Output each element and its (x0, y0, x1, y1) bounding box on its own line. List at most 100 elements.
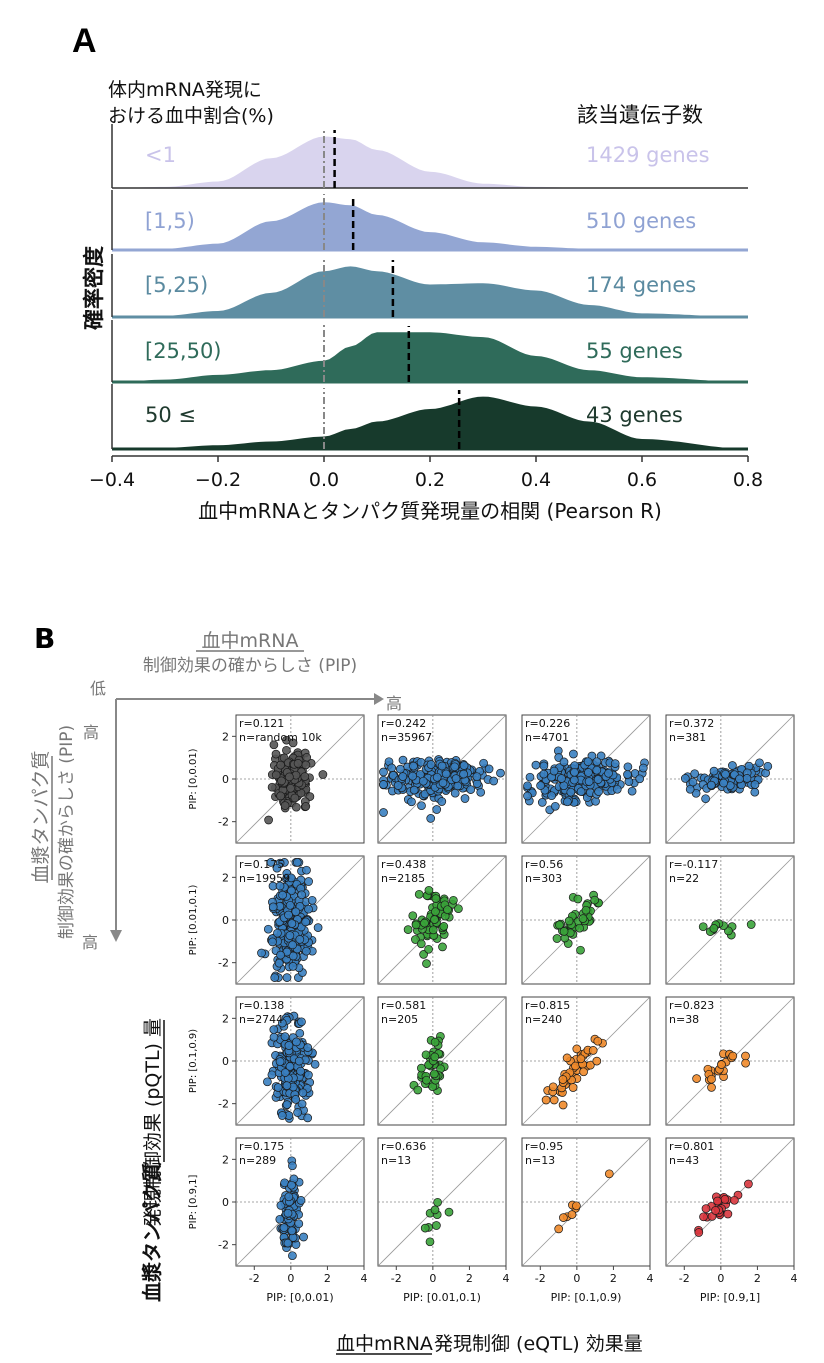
data-point (277, 1111, 287, 1120)
data-point (303, 1113, 313, 1123)
data-point (277, 1018, 287, 1028)
data-point (291, 907, 301, 917)
column-pip-label: PIP: [0.1,0.9) (551, 1291, 622, 1304)
data-point (723, 1209, 733, 1219)
group-label-2: [5,25) (145, 273, 208, 297)
data-point (426, 814, 436, 823)
y-tick-label: -2 (218, 1098, 229, 1111)
data-point (444, 1207, 454, 1217)
data-point (420, 918, 429, 928)
data-point (548, 1082, 558, 1092)
data-point (428, 925, 438, 935)
data-point (550, 801, 560, 811)
scatter-panel-r3-c2: r=0.95n=13 (521, 1137, 651, 1267)
data-point (459, 769, 468, 779)
data-point (459, 761, 469, 770)
data-point (420, 1223, 430, 1233)
data-point (295, 1028, 305, 1038)
data-point (411, 920, 421, 930)
data-point (624, 777, 634, 786)
data-point (275, 881, 285, 891)
data-point (301, 760, 311, 770)
data-point (288, 962, 298, 971)
data-point (257, 948, 266, 958)
data-point (721, 769, 730, 779)
data-point (593, 775, 603, 784)
sample-count: n=19959 (239, 872, 290, 885)
data-point (288, 1251, 297, 1261)
data-point (288, 940, 297, 950)
column-pip-label: PIP: [0,0.01) (266, 1291, 333, 1304)
data-point (573, 894, 583, 904)
x-tick-label: 0 (717, 1272, 724, 1285)
high-x-label: 高 (386, 694, 402, 713)
data-point (568, 1083, 578, 1092)
data-point (430, 915, 439, 924)
y-tick-label: 0 (222, 773, 229, 786)
top-subtitle: 制御効果の確からしさ (PIP) (143, 656, 357, 676)
data-point (741, 1051, 750, 1061)
data-point (272, 863, 282, 873)
data-point (432, 1221, 441, 1230)
correlation-value: r=0.138 (239, 999, 284, 1012)
data-point (301, 802, 311, 811)
data-point (269, 1032, 279, 1042)
data-point (379, 780, 388, 789)
data-point (460, 794, 470, 803)
data-point (728, 1051, 738, 1061)
correlation-value: r=0.175 (239, 1140, 284, 1153)
data-point (701, 1204, 711, 1213)
data-point (741, 1058, 750, 1068)
data-point (292, 1037, 301, 1047)
data-point (288, 1161, 297, 1171)
data-point (284, 1041, 294, 1050)
data-point (763, 761, 773, 771)
data-point (685, 784, 695, 794)
data-point (569, 749, 578, 759)
ridgeline-plot: <1 1429 genes [1,5) 510 genes [5,25) 174 gene… (111, 124, 748, 451)
data-point (559, 757, 569, 767)
y-tick-label: -2 (218, 1239, 229, 1252)
data-point (294, 1056, 304, 1066)
data-point (318, 770, 328, 779)
pqtl-ylabel-rest: 発現制御効果 (pQTL) 量 (142, 1018, 164, 1227)
data-point (635, 774, 645, 784)
data-point (268, 937, 277, 947)
sample-count: n=2185 (381, 872, 425, 885)
density-ylabel: 確率密度 (82, 246, 106, 330)
data-point (571, 1061, 580, 1071)
correlation-value: r=0.242 (381, 717, 426, 730)
data-point (285, 900, 295, 910)
data-point (706, 780, 716, 790)
data-point (276, 760, 285, 770)
data-point (398, 772, 408, 781)
data-point (424, 885, 434, 895)
data-point (421, 1050, 431, 1060)
density-area-0 (112, 136, 748, 188)
x-tick-label: 4 (503, 1272, 510, 1285)
row-pip-label: PIP: [0.1,0.9) (188, 1029, 199, 1093)
data-point (266, 858, 276, 867)
sample-count: n=22 (669, 872, 699, 885)
data-point (717, 1060, 726, 1069)
panel-a-label: A (72, 22, 97, 60)
data-point (537, 798, 547, 807)
column-pip-label: PIP: [0.9,1] (700, 1291, 760, 1304)
data-point (549, 1095, 559, 1105)
y-tick-label: 0 (222, 914, 229, 927)
data-point (291, 1095, 301, 1104)
data-point (484, 764, 494, 774)
panel-b-label: B (34, 622, 55, 655)
data-point (300, 772, 310, 781)
data-point (297, 890, 307, 900)
data-point (713, 1196, 722, 1206)
data-point (691, 788, 701, 798)
data-point (292, 858, 302, 867)
data-point (558, 1075, 568, 1084)
data-point (279, 1223, 289, 1233)
data-point (466, 785, 476, 794)
x-tick-label: 4 (361, 1272, 368, 1285)
